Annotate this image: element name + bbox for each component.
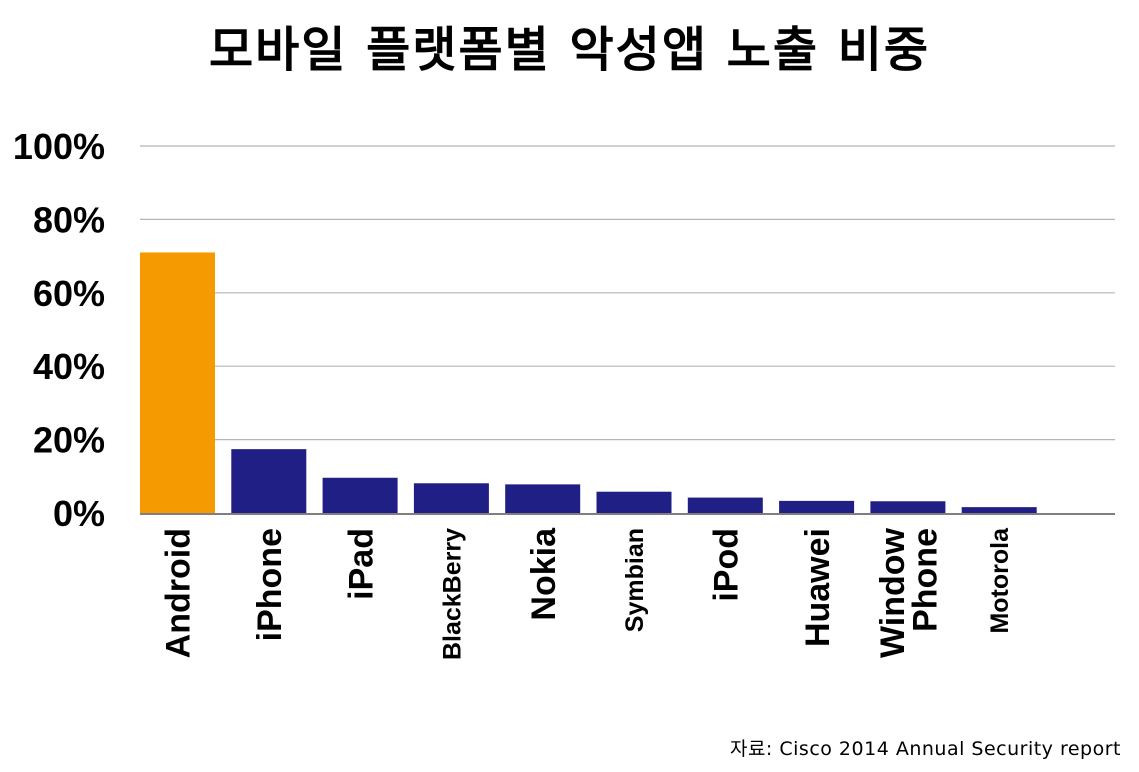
bar-ipad bbox=[322, 477, 398, 513]
x-tick-text: Android bbox=[160, 528, 198, 658]
gridlines bbox=[140, 145, 1115, 515]
x-tick-text: iPad bbox=[342, 528, 380, 600]
bars bbox=[140, 252, 1037, 513]
x-tick-label: Android bbox=[160, 528, 198, 658]
x-tick-text: Phone bbox=[906, 528, 944, 632]
x-tick-label: iPad bbox=[342, 528, 380, 600]
y-tick-label: 20% bbox=[33, 420, 105, 461]
chart-title: 모바일 플랫폼별 악성앱 노출 비중 bbox=[208, 22, 931, 78]
y-tick-label: 40% bbox=[33, 346, 105, 387]
bar-motorola bbox=[961, 507, 1037, 513]
x-tick-label: Nokia bbox=[525, 527, 563, 621]
source-note: 자료: Cisco 2014 Annual Security report bbox=[729, 738, 1121, 760]
x-axis-ticks: Android iPhone iPad BlackBerry Nokia Symbian i… bbox=[160, 527, 1014, 660]
y-tick-label: 100% bbox=[13, 126, 105, 167]
bar-symbian bbox=[596, 491, 672, 513]
x-tick-text: Symbian bbox=[621, 528, 649, 632]
bar-blackberry bbox=[413, 483, 489, 513]
x-tick-text: Huawei bbox=[799, 528, 837, 647]
x-tick-label: BlackBerry bbox=[438, 528, 466, 660]
y-tick-label: 0% bbox=[53, 493, 105, 534]
x-tick-text: iPhone bbox=[251, 528, 289, 641]
bar-huawei bbox=[779, 500, 855, 513]
x-tick-text: iPod bbox=[708, 528, 746, 602]
x-tick-text: BlackBerry bbox=[438, 528, 466, 660]
x-tick-text: Motorola bbox=[986, 527, 1014, 634]
x-tick-text: Window bbox=[874, 527, 912, 658]
x-tick-text: Nokia bbox=[525, 527, 563, 621]
x-tick-label: iPhone bbox=[251, 528, 289, 641]
x-tick-label: Motorola bbox=[986, 527, 1014, 634]
y-axis-ticks: 0% 20% 40% 60% 80% 100% bbox=[13, 126, 105, 534]
bar-nokia bbox=[505, 484, 581, 513]
x-tick-label: Symbian bbox=[621, 528, 649, 632]
x-tick-label: iPod bbox=[708, 528, 746, 602]
y-tick-label: 60% bbox=[33, 273, 105, 314]
bar-android bbox=[140, 252, 215, 513]
bar-ipod bbox=[687, 497, 763, 513]
bar-window-phone bbox=[870, 501, 946, 513]
x-tick-label: Huawei bbox=[799, 528, 837, 647]
bar-iphone bbox=[231, 449, 307, 513]
y-tick-label: 80% bbox=[33, 199, 105, 240]
